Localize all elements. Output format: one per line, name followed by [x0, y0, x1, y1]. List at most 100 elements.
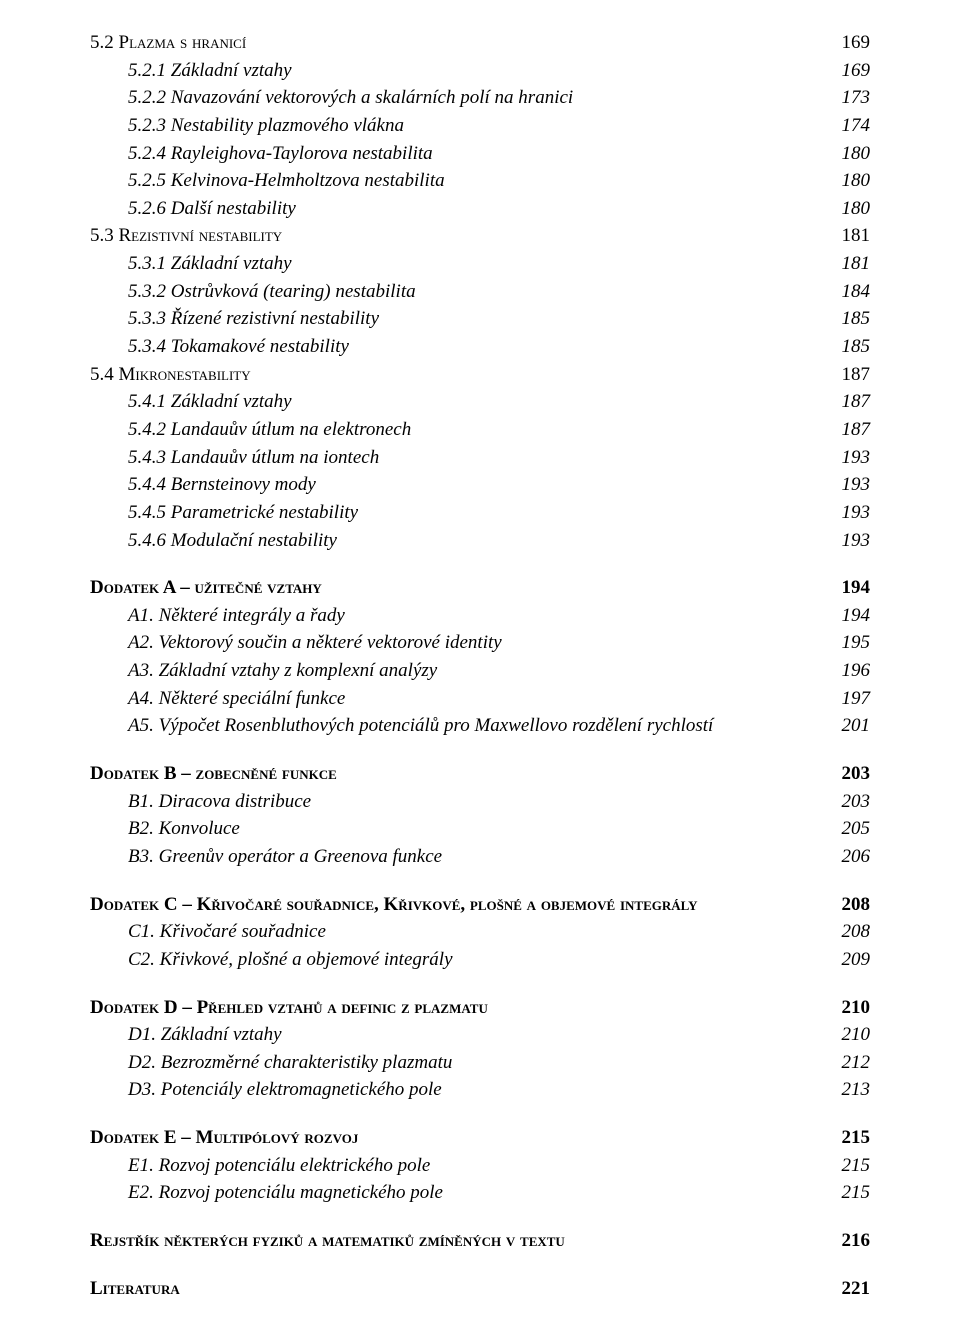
toc-entry: 5.4.2 Landauův útlum na elektronech187: [128, 417, 870, 443]
toc-page: 193: [826, 500, 870, 526]
toc-label: 5.3 Rezistivní nestability: [90, 223, 826, 249]
toc-entry: 5.4.5 Parametrické nestability193: [128, 500, 870, 526]
toc-page: 216: [826, 1228, 870, 1254]
toc-label: 5.2 Plazma s hranicí: [90, 30, 826, 56]
toc-label: E1. Rozvoj potenciálu elektrického pole: [128, 1153, 826, 1179]
toc-label: A5. Výpočet Rosenbluthových potenciálů p…: [128, 713, 826, 739]
toc-entry: Dodatek B – zobecněné funkce203: [90, 761, 870, 787]
toc-page: 184: [826, 279, 870, 305]
toc-entry: 5.2.4 Rayleighova-Taylorova nestabilita1…: [128, 141, 870, 167]
toc-entry: Dodatek C – Křivočaré souřadnice, Křivko…: [90, 892, 870, 918]
toc-page: 193: [826, 445, 870, 471]
toc-label: B3. Greenův operátor a Greenova funkce: [128, 844, 826, 870]
toc-entry: E1. Rozvoj potenciálu elektrického pole2…: [128, 1153, 870, 1179]
toc-page: 203: [826, 761, 870, 787]
toc-entry: 5.2.6 Další nestability180: [128, 196, 870, 222]
toc-label: 5.2.5 Kelvinova-Helmholtzova nestabilita: [128, 168, 826, 194]
toc-label: 5.2.3 Nestability plazmového vlákna: [128, 113, 826, 139]
toc-label: C1. Křivočaré souřadnice: [128, 919, 826, 945]
toc-label: Rejstřík některých fyziků a matematiků z…: [90, 1228, 826, 1254]
toc-entry: D1. Základní vztahy210: [128, 1022, 870, 1048]
toc-page: 210: [826, 1022, 870, 1048]
toc-page: 201: [826, 713, 870, 739]
toc-page: 213: [826, 1077, 870, 1103]
toc-label: 5.3.4 Tokamakové nestability: [128, 334, 826, 360]
toc-label: Literatura: [90, 1276, 826, 1302]
toc-entry: D2. Bezrozměrné charakteristiky plazmatu…: [128, 1050, 870, 1076]
toc-page: 210: [826, 995, 870, 1021]
toc-entry: C1. Křivočaré souřadnice208: [128, 919, 870, 945]
toc-entry: Dodatek A – užitečné vztahy194: [90, 575, 870, 601]
toc-entry: A1. Některé integrály a řady194: [128, 603, 870, 629]
toc-label: Dodatek D – Přehled vztahů a definic z p…: [90, 995, 826, 1021]
toc-label: 5.4.1 Základní vztahy: [128, 389, 826, 415]
toc-label: B1. Diracova distribuce: [128, 789, 826, 815]
toc-page: 208: [826, 919, 870, 945]
toc-entry: B2. Konvoluce205: [128, 816, 870, 842]
toc-page: 196: [826, 658, 870, 684]
toc-label: 5.4.4 Bernsteinovy mody: [128, 472, 826, 498]
toc-page: 215: [826, 1125, 870, 1151]
toc-entry: C2. Křivkové, plošné a objemové integrál…: [128, 947, 870, 973]
toc-page: 215: [826, 1153, 870, 1179]
toc-label: A4. Některé speciální funkce: [128, 686, 826, 712]
toc-label: 5.4.6 Modulační nestability: [128, 528, 826, 554]
toc-entry: 5.3.2 Ostrůvková (tearing) nestabilita18…: [128, 279, 870, 305]
toc-label: 5.4.2 Landauův útlum na elektronech: [128, 417, 826, 443]
toc-label: D2. Bezrozměrné charakteristiky plazmatu: [128, 1050, 826, 1076]
toc-entry: E2. Rozvoj potenciálu magnetického pole2…: [128, 1180, 870, 1206]
toc-label: E2. Rozvoj potenciálu magnetického pole: [128, 1180, 826, 1206]
toc-entry: 5.4.3 Landauův útlum na iontech193: [128, 445, 870, 471]
toc-page: 185: [826, 306, 870, 332]
toc-page: 193: [826, 528, 870, 554]
toc-page: 169: [826, 30, 870, 56]
toc-label: 5.3.2 Ostrůvková (tearing) nestabilita: [128, 279, 826, 305]
toc-entry: B3. Greenův operátor a Greenova funkce20…: [128, 844, 870, 870]
toc-page: 181: [826, 251, 870, 277]
toc-page: 195: [826, 630, 870, 656]
toc-label: 5.4.5 Parametrické nestability: [128, 500, 826, 526]
toc-entry: B1. Diracova distribuce203: [128, 789, 870, 815]
toc-label: 5.4.3 Landauův útlum na iontech: [128, 445, 826, 471]
toc-page: 187: [826, 389, 870, 415]
toc-entry: A3. Základní vztahy z komplexní analýzy1…: [128, 658, 870, 684]
toc-entry: 5.3 Rezistivní nestability181: [90, 223, 870, 249]
toc-page: 193: [826, 472, 870, 498]
toc-entry: 5.3.4 Tokamakové nestability185: [128, 334, 870, 360]
toc-entry: 5.3.3 Řízené rezistivní nestability185: [128, 306, 870, 332]
toc-entry: 5.2.2 Navazování vektorových a skalárníc…: [128, 85, 870, 111]
toc-entry: Rejstřík některých fyziků a matematiků z…: [90, 1228, 870, 1254]
toc-entry: 5.2.3 Nestability plazmového vlákna174: [128, 113, 870, 139]
toc-entry: A2. Vektorový součin a některé vektorové…: [128, 630, 870, 656]
toc-label: 5.4 Mikronestability: [90, 362, 826, 388]
toc-entry: 5.4.4 Bernsteinovy mody193: [128, 472, 870, 498]
toc-label: 5.2.1 Základní vztahy: [128, 58, 826, 84]
toc-label: A1. Některé integrály a řady: [128, 603, 826, 629]
toc-entry: A4. Některé speciální funkce197: [128, 686, 870, 712]
toc-page: 174: [826, 113, 870, 139]
toc-entry: A5. Výpočet Rosenbluthových potenciálů p…: [128, 713, 870, 739]
toc-page: 221: [826, 1276, 870, 1302]
toc-entry: Literatura221: [90, 1276, 870, 1302]
toc-label: D1. Základní vztahy: [128, 1022, 826, 1048]
toc-entry: 5.4.1 Základní vztahy187: [128, 389, 870, 415]
toc-page: 187: [826, 417, 870, 443]
toc-label: 5.2.6 Další nestability: [128, 196, 826, 222]
toc-entry: D3. Potenciály elektromagnetického pole2…: [128, 1077, 870, 1103]
toc-page: 185: [826, 334, 870, 360]
toc-page: 206: [826, 844, 870, 870]
toc-page: 181: [826, 223, 870, 249]
toc-page: 173: [826, 85, 870, 111]
toc-entry: 5.3.1 Základní vztahy181: [128, 251, 870, 277]
toc-page: 205: [826, 816, 870, 842]
toc-label: 5.2.4 Rayleighova-Taylorova nestabilita: [128, 141, 826, 167]
toc-page: 180: [826, 196, 870, 222]
toc-label: Dodatek A – užitečné vztahy: [90, 575, 826, 601]
toc-entry: 5.4 Mikronestability187: [90, 362, 870, 388]
table-of-contents: 5.2 Plazma s hranicí1695.2.1 Základní vz…: [90, 30, 870, 1301]
toc-label: 5.3.3 Řízené rezistivní nestability: [128, 306, 826, 332]
toc-label: C2. Křivkové, plošné a objemové integrál…: [128, 947, 826, 973]
toc-page: 208: [826, 892, 870, 918]
toc-page: 212: [826, 1050, 870, 1076]
toc-entry: Dodatek E – Multipólový rozvoj215: [90, 1125, 870, 1151]
